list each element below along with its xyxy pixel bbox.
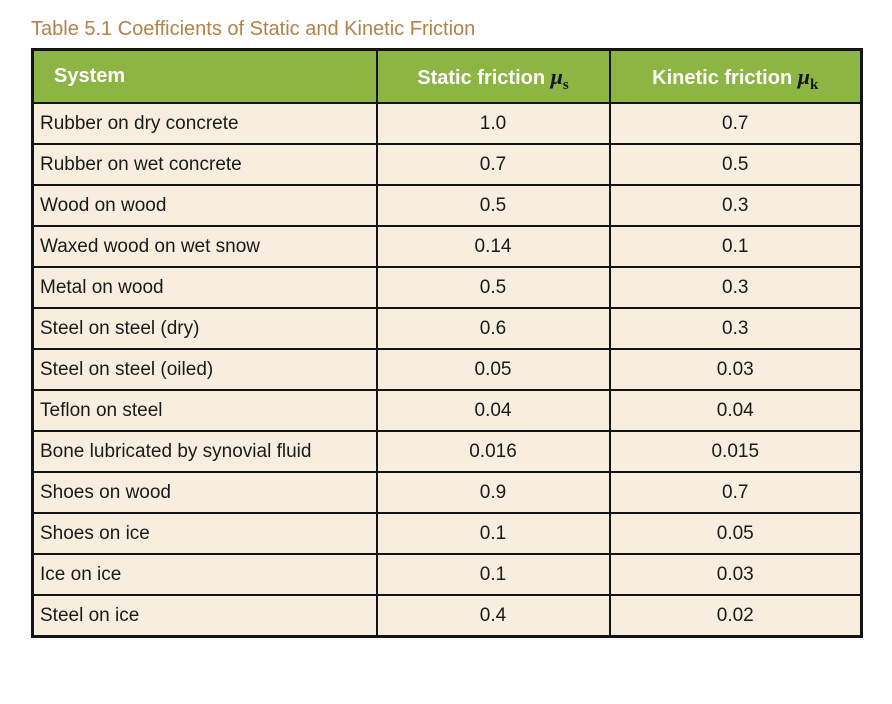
kinetic-value-cell: 0.7 xyxy=(608,102,863,145)
table-row: Steel on steel (oiled) 0.05 0.03 xyxy=(31,348,863,391)
table-row: Ice on ice 0.1 0.03 xyxy=(31,553,863,596)
static-value-cell: 0.7 xyxy=(375,143,611,186)
kinetic-value-cell: 0.3 xyxy=(608,307,863,350)
mu-s-symbol: μs xyxy=(550,63,569,93)
table-row: Steel on ice 0.4 0.02 xyxy=(31,594,863,638)
system-cell: Teflon on steel xyxy=(31,389,378,432)
table-row: Bone lubricated by synovial fluid 0.016 … xyxy=(31,430,863,473)
table-row: Metal on wood 0.5 0.3 xyxy=(31,266,863,309)
system-cell: Shoes on wood xyxy=(31,471,378,514)
kinetic-friction-label: Kinetic friction xyxy=(652,66,793,89)
table-row: Teflon on steel 0.04 0.04 xyxy=(31,389,863,432)
static-value-cell: 0.9 xyxy=(375,471,611,514)
column-header-static-friction: Static friction μs xyxy=(375,48,611,104)
system-cell: Rubber on dry concrete xyxy=(31,102,378,145)
column-header-kinetic-friction: Kinetic friction μk xyxy=(608,48,863,104)
system-cell: Steel on steel (oiled) xyxy=(31,348,378,391)
static-value-cell: 0.1 xyxy=(375,512,611,555)
kinetic-value-cell: 0.02 xyxy=(608,594,863,638)
kinetic-value-cell: 0.03 xyxy=(608,348,863,391)
system-cell: Rubber on wet concrete xyxy=(31,143,378,186)
static-value-cell: 0.6 xyxy=(375,307,611,350)
kinetic-value-cell: 0.1 xyxy=(608,225,863,268)
mu-k-symbol: μk xyxy=(797,63,819,93)
table-row: Rubber on dry concrete 1.0 0.7 xyxy=(31,102,863,145)
table-row: Waxed wood on wet snow 0.14 0.1 xyxy=(31,225,863,268)
system-cell: Steel on steel (dry) xyxy=(31,307,378,350)
table-body: Rubber on dry concrete 1.0 0.7 Rubber on… xyxy=(31,102,863,638)
system-cell: Bone lubricated by synovial fluid xyxy=(31,430,378,473)
friction-coefficients-table: System Static friction μs Kinetic fricti… xyxy=(31,48,863,638)
kinetic-value-cell: 0.7 xyxy=(608,471,863,514)
static-value-cell: 1.0 xyxy=(375,102,611,145)
system-cell: Waxed wood on wet snow xyxy=(31,225,378,268)
static-value-cell: 0.5 xyxy=(375,266,611,309)
table-row: Rubber on wet concrete 0.7 0.5 xyxy=(31,143,863,186)
header-row: System Static friction μs Kinetic fricti… xyxy=(31,48,863,104)
kinetic-value-cell: 0.05 xyxy=(608,512,863,555)
table-caption: Table 5.1 Coefficients of Static and Kin… xyxy=(31,18,476,40)
static-value-cell: 0.5 xyxy=(375,184,611,227)
static-value-cell: 0.14 xyxy=(375,225,611,268)
system-cell: Steel on ice xyxy=(31,594,378,638)
static-value-cell: 0.04 xyxy=(375,389,611,432)
column-header-system: System xyxy=(31,48,378,104)
static-value-cell: 0.4 xyxy=(375,594,611,638)
kinetic-value-cell: 0.04 xyxy=(608,389,863,432)
kinetic-value-cell: 0.3 xyxy=(608,266,863,309)
kinetic-value-cell: 0.03 xyxy=(608,553,863,596)
kinetic-value-cell: 0.5 xyxy=(608,143,863,186)
table-header: System Static friction μs Kinetic fricti… xyxy=(31,48,863,104)
static-value-cell: 0.1 xyxy=(375,553,611,596)
static-value-cell: 0.05 xyxy=(375,348,611,391)
static-value-cell: 0.016 xyxy=(375,430,611,473)
table-row: Wood on wood 0.5 0.3 xyxy=(31,184,863,227)
table-row: Steel on steel (dry) 0.6 0.3 xyxy=(31,307,863,350)
system-cell: Wood on wood xyxy=(31,184,378,227)
kinetic-value-cell: 0.015 xyxy=(608,430,863,473)
table-row: Shoes on ice 0.1 0.05 xyxy=(31,512,863,555)
system-cell: Ice on ice xyxy=(31,553,378,596)
system-cell: Metal on wood xyxy=(31,266,378,309)
table-row: Shoes on wood 0.9 0.7 xyxy=(31,471,863,514)
kinetic-value-cell: 0.3 xyxy=(608,184,863,227)
system-cell: Shoes on ice xyxy=(31,512,378,555)
static-friction-label: Static friction xyxy=(417,66,546,89)
